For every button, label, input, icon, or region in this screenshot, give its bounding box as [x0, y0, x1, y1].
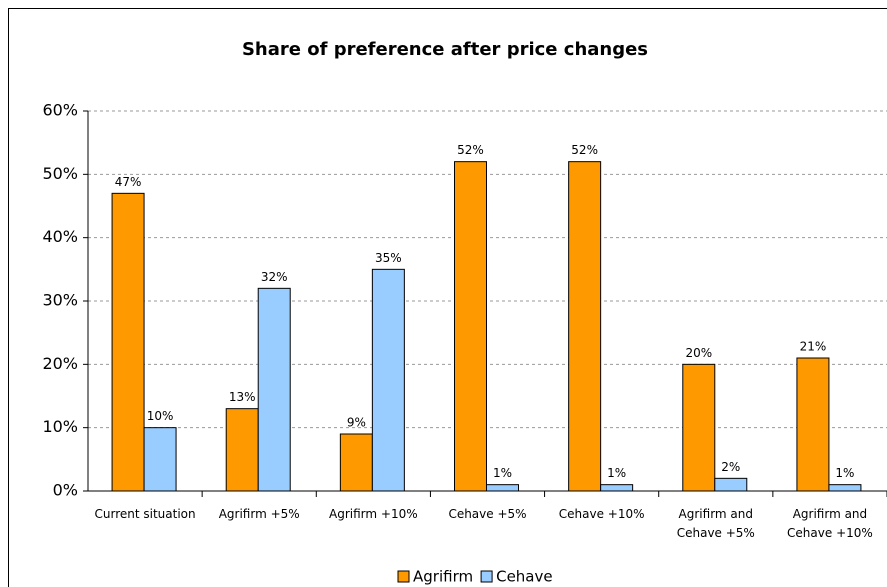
x-tick-label: Agrifirm and Cehave +10%	[787, 507, 873, 540]
x-tick-label: Agrifirm +5%	[218, 507, 300, 521]
data-label: 1%	[493, 466, 512, 480]
y-tick-label: 0%	[53, 481, 78, 500]
legend-label: Agrifirm	[413, 568, 473, 586]
data-label: 35%	[375, 251, 402, 265]
y-tick-label: 50%	[42, 164, 78, 183]
data-label: 13%	[229, 390, 256, 404]
x-tick-label: Current situation	[94, 507, 196, 521]
x-tick-label: Agrifirm +10%	[329, 507, 418, 521]
y-tick-label: 20%	[42, 354, 78, 373]
y-tick-label: 40%	[42, 227, 78, 246]
bar	[682, 363, 716, 492]
data-label: 47%	[115, 175, 142, 189]
legend-label: Cehave	[496, 568, 553, 586]
x-tick-label: Agrifirm and Cehave +5%	[676, 507, 755, 540]
bar	[339, 433, 373, 492]
bar	[257, 287, 291, 492]
y-tick-label: 10%	[42, 417, 78, 436]
bar	[600, 484, 634, 492]
chart-title: Share of preference after price changes	[242, 39, 648, 60]
bar	[714, 477, 748, 492]
x-tick-label: Cehave +10%	[558, 507, 645, 521]
bar	[225, 408, 259, 492]
data-label: 9%	[347, 416, 366, 430]
y-tick-label: 30%	[42, 291, 78, 310]
y-tick-label: 60%	[42, 101, 78, 120]
bar	[828, 484, 862, 492]
bar	[143, 427, 177, 492]
bar	[486, 484, 519, 492]
data-label: 20%	[685, 346, 712, 360]
bar	[568, 161, 602, 492]
data-label: 32%	[261, 270, 288, 284]
data-label: 1%	[607, 466, 626, 480]
data-label: 1%	[835, 466, 854, 480]
bar	[111, 192, 145, 492]
data-label: 52%	[457, 143, 484, 157]
bar	[796, 357, 830, 492]
bar	[454, 161, 487, 492]
data-label: 52%	[571, 143, 598, 157]
x-tick-label: Cehave +5%	[448, 507, 527, 521]
legend-swatch	[480, 570, 493, 583]
data-label: 2%	[721, 460, 740, 474]
legend-swatch	[397, 570, 410, 583]
bar	[371, 268, 405, 492]
data-label: 10%	[147, 409, 174, 423]
data-label: 21%	[800, 340, 827, 354]
